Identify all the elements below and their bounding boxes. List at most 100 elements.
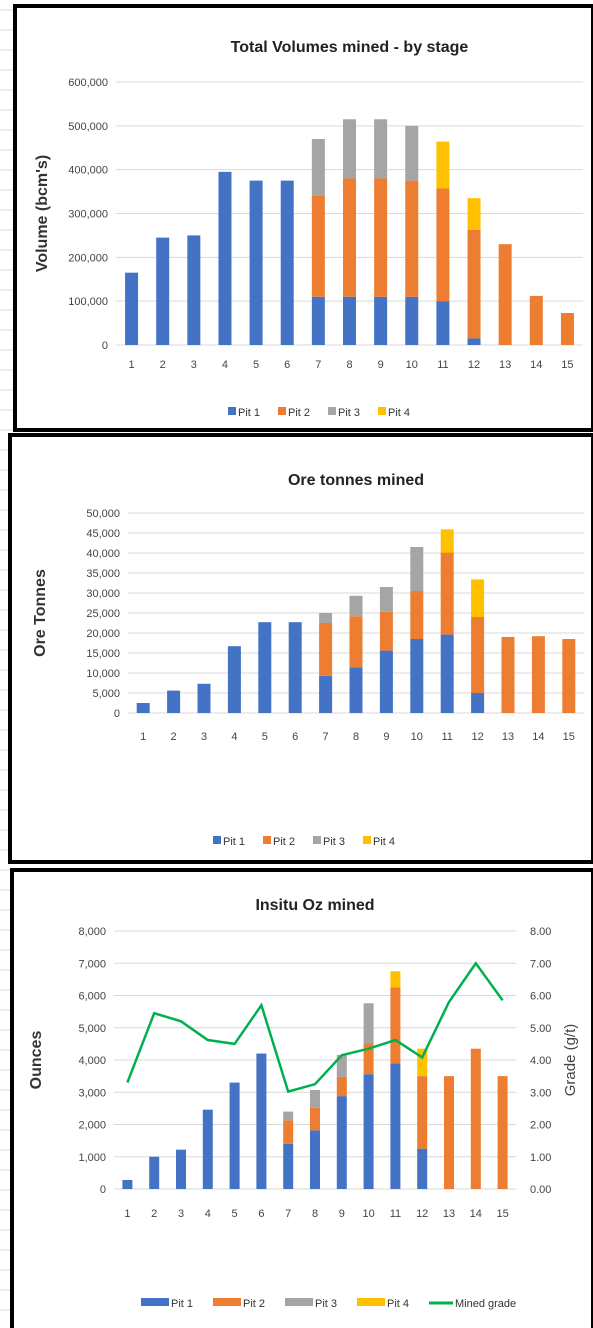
legend-swatch-pit-2: [263, 836, 271, 844]
chart-title: Ore tonnes mined: [288, 472, 424, 489]
x-tick-label: 15: [561, 359, 573, 371]
bar-pit-3-stage-7: [311, 138, 325, 196]
bar-pit-2-stage-8: [310, 1107, 320, 1131]
bar-pit-1-stage-1: [122, 1179, 133, 1189]
x-tick-label: 1: [124, 1208, 130, 1220]
y-axis-title: Ounces: [28, 1031, 45, 1090]
x-tick-label: 8: [353, 731, 359, 743]
bar-pit-1-stage-9: [374, 296, 388, 345]
legend-swatch-pit-4: [363, 836, 371, 844]
bar-pit-1-stage-10: [410, 639, 424, 713]
y-tick-label: 4,000: [78, 1055, 106, 1067]
bar-pit-2-stage-13: [444, 1076, 454, 1189]
y2-tick-label: 3.00: [530, 1087, 551, 1099]
x-tick-label: 2: [160, 359, 166, 371]
legend-label: Pit 2: [288, 407, 310, 419]
bar-pit-1-stage-7: [319, 675, 333, 713]
legend-label: Pit 1: [171, 1298, 193, 1310]
y-tick-label: 2,000: [78, 1120, 106, 1132]
y2-tick-label: 7.00: [530, 958, 551, 970]
y-tick-label: 3,000: [78, 1087, 106, 1099]
bar-pit-2-stage-10: [405, 180, 419, 297]
x-tick-label: 11: [441, 731, 452, 743]
bar-pit-1-stage-8: [343, 296, 356, 345]
bar-pit-4-stage-12: [471, 579, 485, 617]
bar-pit-1-stage-6: [288, 622, 302, 713]
bar-pit-3-stage-10: [405, 125, 419, 181]
legend-swatch-pit-1: [141, 1298, 169, 1306]
x-tick-label: 7: [323, 731, 329, 743]
y2-tick-label: 5.00: [530, 1023, 551, 1035]
bar-pit-1-stage-12: [471, 693, 485, 713]
legend-swatch-pit-3: [328, 407, 336, 415]
x-tick-label: 5: [253, 359, 259, 371]
legend-swatch-pit-2: [213, 1298, 241, 1306]
y2-tick-label: 2.00: [530, 1120, 551, 1132]
y-tick-label: 600,000: [68, 77, 108, 89]
bar-pit-2-stage-9: [374, 178, 388, 297]
bar-pit-1-stage-1: [136, 703, 150, 713]
x-tick-label: 10: [362, 1208, 374, 1220]
y-tick-label: 5,000: [92, 688, 120, 700]
bar-pit-2-stage-15: [497, 1076, 508, 1189]
y2-tick-label: 1.00: [530, 1152, 551, 1164]
bar-pit-2-stage-13: [501, 637, 515, 713]
bar-pit-1-stage-6: [280, 180, 294, 345]
x-tick-label: 14: [470, 1208, 482, 1220]
chart-title: Insitu Oz mined: [255, 897, 374, 914]
y-tick-label: 15,000: [86, 648, 120, 660]
y-tick-label: 10,000: [86, 668, 120, 680]
x-tick-label: 8: [312, 1208, 318, 1220]
chart-title: Total Volumes mined - by stage: [231, 39, 469, 56]
y-tick-label: 200,000: [68, 252, 108, 264]
x-tick-label: 14: [532, 731, 544, 743]
x-tick-label: 11: [390, 1208, 401, 1220]
chart-total-volumes[interactable]: Total Volumes mined - by stage 0 100,000 20…: [13, 4, 593, 432]
bar-pit-2-stage-11: [440, 552, 454, 635]
bar-pit-2-stage-12: [471, 617, 485, 693]
y2-tick-label: 6.00: [530, 991, 551, 1003]
bar-pit-2-stage-15: [562, 639, 576, 713]
bar-pit-1-stage-11: [390, 1063, 401, 1189]
bar-pit-1-stage-8: [349, 667, 363, 713]
bar-pit-2-stage-8: [349, 616, 363, 668]
bar-pit-1-stage-9: [336, 1096, 347, 1189]
x-tick-label: 12: [468, 359, 480, 371]
legend-swatch-pit-3: [285, 1298, 313, 1306]
chart-total-volumes-svg: Total Volumes mined - by stage 0 100,000 20…: [34, 39, 583, 419]
chart-insitu-oz[interactable]: Insitu Oz mined 0 0.00 1,000 1.00 2,000 2.00 3,…: [10, 868, 593, 1328]
x-tick-label: 9: [383, 731, 389, 743]
bar-pit-1-stage-2: [149, 1156, 160, 1189]
bar-pit-1-stage-4: [218, 171, 232, 345]
legend-swatch-pit-4: [357, 1298, 385, 1306]
bar-pit-1-stage-7: [283, 1143, 294, 1189]
x-tick-label: 7: [285, 1208, 291, 1220]
bar-pit-2-stage-11: [390, 987, 401, 1064]
bar-pit-2-stage-14: [531, 636, 545, 713]
chart-ore-tonnes[interactable]: Ore tonnes mined 0 5,000 10,000 15,000 20,000…: [8, 433, 593, 864]
bar-pit-3-stage-8: [343, 119, 356, 179]
legend-label: Pit 4: [388, 407, 410, 419]
x-tick-label: 4: [231, 731, 237, 743]
y-tick-label: 0: [102, 340, 108, 352]
bar-pit-1-stage-3: [187, 235, 201, 345]
bar-pit-3-stage-9: [379, 587, 393, 612]
bar-pit-3-stage-9: [336, 1054, 347, 1077]
y-tick-label: 6,000: [78, 991, 106, 1003]
bar-pit-1-stage-4: [227, 646, 241, 713]
bar-pit-1-stage-9: [379, 650, 393, 713]
bar-pit-2-stage-7: [319, 623, 333, 676]
bar-pit-1-stage-5: [258, 622, 272, 713]
legend-label: Pit 4: [373, 836, 395, 848]
bar-pit-1-stage-10: [363, 1074, 374, 1189]
x-tick-label: 13: [499, 359, 511, 371]
bar-pit-3-stage-10: [363, 1003, 374, 1044]
x-tick-label: 4: [205, 1208, 211, 1220]
legend-label: Pit 3: [338, 407, 360, 419]
bar-pit-1-stage-11: [436, 301, 450, 345]
bar-pit-1-stage-2: [167, 690, 181, 713]
bar-pit-3-stage-7: [319, 613, 333, 623]
x-tick-label: 15: [496, 1208, 508, 1220]
legend-label: Pit 1: [238, 407, 260, 419]
bar-pit-2-stage-14: [470, 1048, 481, 1189]
